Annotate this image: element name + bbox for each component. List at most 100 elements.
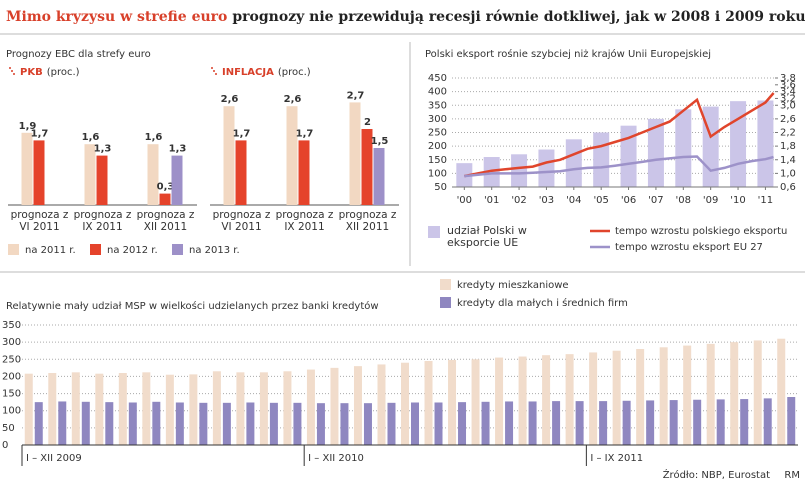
icon-dot <box>9 67 11 69</box>
bar <box>675 109 692 187</box>
bar <box>483 157 500 187</box>
bar <box>411 402 419 445</box>
value-label: 0,3 <box>157 182 175 193</box>
bar <box>646 400 655 445</box>
legend-label: tempo wzrostu polskiego eksportu <box>615 226 787 237</box>
bar <box>387 402 396 445</box>
legend-swatch <box>428 226 440 238</box>
legend-label: na 2012 r. <box>107 245 158 256</box>
icon-dot <box>211 67 213 69</box>
legend-swatch <box>90 244 101 255</box>
bar <box>542 355 551 445</box>
legend-swatch <box>440 297 451 308</box>
y2-tick-label: 1,8 <box>780 141 796 152</box>
x-tick-label: '09 <box>703 195 718 206</box>
icon-dot <box>13 73 15 75</box>
bar <box>511 154 528 187</box>
bar <box>575 401 584 445</box>
group-label: I – XII 2009 <box>26 453 82 464</box>
bar <box>589 352 598 445</box>
bar <box>189 374 198 445</box>
bar <box>552 401 561 445</box>
icon-dot <box>215 73 217 75</box>
bar <box>612 350 621 445</box>
legend-label: na 2013 r. <box>189 245 240 256</box>
legend-label: kredyty dla małych i średnich firm <box>457 297 628 309</box>
bar <box>246 402 255 445</box>
bar <box>683 345 692 445</box>
icon-dot <box>213 70 215 72</box>
bar <box>495 357 504 445</box>
bar <box>620 125 637 187</box>
bar <box>293 402 302 445</box>
bar <box>518 356 527 445</box>
credit: RM <box>784 470 800 481</box>
bar <box>565 354 574 445</box>
y2-tick-label: 3,2 <box>780 93 796 104</box>
y2-tick-label: 3,6 <box>780 80 796 91</box>
bar <box>693 399 702 445</box>
value-label: 1,7 <box>233 128 251 139</box>
bar <box>740 399 749 445</box>
bar <box>58 401 67 445</box>
value-label: 1,9 <box>19 121 37 132</box>
bar <box>212 371 221 445</box>
y2-tick-label: 2,6 <box>780 114 796 125</box>
y-tick-label: 250 <box>2 354 21 365</box>
bar <box>730 342 739 445</box>
x-tick-label: '10 <box>730 195 745 206</box>
x-tick-label: '01 <box>484 195 499 206</box>
bar <box>298 140 310 205</box>
y-tick-label: 400 <box>428 87 447 98</box>
bar <box>330 367 339 445</box>
bar <box>424 361 433 445</box>
x-tick-label: prognoza z XII 2011 <box>136 209 195 233</box>
icon-dot <box>11 70 13 72</box>
bar <box>142 372 151 445</box>
x-tick-label: '08 <box>676 195 691 206</box>
y-tick-label: 100 <box>428 168 447 179</box>
bar <box>373 148 385 205</box>
value-label: 1,7 <box>296 128 314 139</box>
bar <box>377 364 386 445</box>
page-title: Mimo kryzysu w strefie euro prognozy nie … <box>6 9 805 25</box>
value-label: 1,3 <box>169 144 187 155</box>
group-label: I – XII 2010 <box>308 453 364 464</box>
x-tick-label: '04 <box>566 195 581 206</box>
bar <box>95 373 104 445</box>
bar <box>21 132 33 205</box>
bar <box>259 372 268 445</box>
bar <box>175 402 184 445</box>
bar <box>659 347 668 445</box>
bar <box>669 400 678 445</box>
x-tick-label: prognoza z VI 2011 <box>10 209 69 233</box>
value-label: 2 <box>364 117 371 128</box>
x-tick-label: prognoza z IX 2011 <box>73 209 132 233</box>
bar <box>235 140 247 205</box>
bar <box>286 106 298 205</box>
bar <box>716 399 725 445</box>
y-tick-label: 150 <box>2 389 21 400</box>
y-tick-label: 250 <box>428 128 447 139</box>
title-lead: Mimo kryzysu w strefie euro <box>6 9 227 25</box>
x-tick-label: '05 <box>593 195 608 206</box>
bar <box>165 374 174 445</box>
x-tick-label: prognoza z VI 2011 <box>212 209 271 233</box>
y-tick-label: 200 <box>2 371 21 382</box>
y2-tick-label: 2,2 <box>780 128 796 139</box>
y-tick-label: 50 <box>434 182 447 193</box>
bar <box>81 401 90 445</box>
y2-tick-label: 1,4 <box>780 155 796 166</box>
bar <box>84 144 96 205</box>
panel-unit: (proc.) <box>47 67 80 78</box>
group-label: I – IX 2011 <box>590 453 643 464</box>
bar <box>361 129 373 205</box>
bar <box>306 369 315 445</box>
bar <box>458 402 467 445</box>
bar <box>269 402 278 445</box>
source: Źródło: NBP, Eurostat <box>663 468 770 481</box>
value-label: 1,6 <box>145 132 163 143</box>
bar <box>757 100 774 187</box>
